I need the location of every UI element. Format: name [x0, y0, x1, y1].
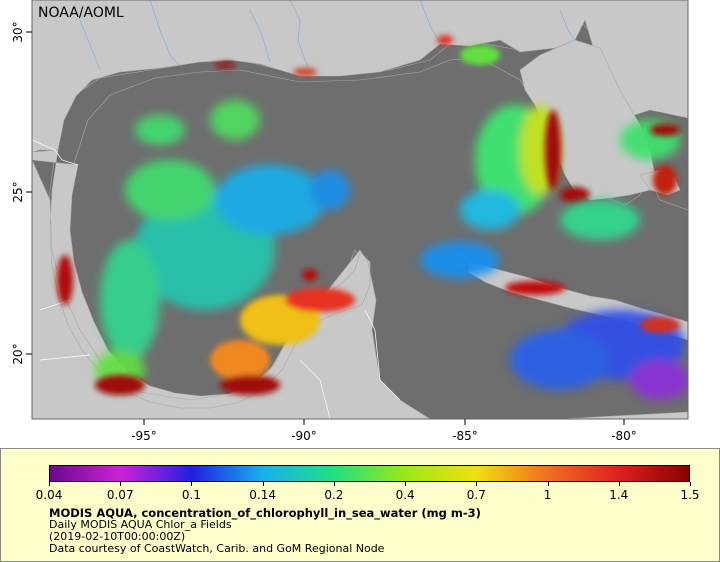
colorbar-tick-mark: [405, 482, 407, 486]
legend-panel: MODIS AQUA, concentration_of_chlorophyll…: [0, 448, 720, 562]
colorbar-tick-mark: [690, 482, 691, 486]
colorbar-tick-label: 1: [543, 488, 552, 502]
dataset-time: (2019-02-10T00:00:00Z): [49, 530, 186, 543]
colorbar-tick-mark: [120, 482, 122, 486]
mexico-land: [32, 149, 688, 419]
colorbar-tick-label: 0.14: [249, 488, 277, 502]
lat-tick-label: 25°: [11, 181, 25, 202]
plot-frame: [31, 0, 689, 420]
colorbar-tick-label: 0.7: [466, 488, 486, 502]
lon-tick-label: -95°: [131, 429, 157, 443]
colorbar-tick-label: 1.5: [680, 488, 700, 502]
colorbar-tick-mark: [618, 482, 620, 486]
colorbar-tick-label: 0.2: [324, 488, 344, 502]
chlorophyll-data-layer: [57, 35, 688, 400]
data-credit: Data courtesy of CoastWatch, Carib. and …: [49, 542, 385, 555]
colorbar-tick-label: 0.04: [35, 488, 63, 502]
lon-tick-label: -85°: [452, 429, 478, 443]
colorbar-tick-mark: [476, 482, 478, 486]
dataset-name: Daily MODIS AQUA Chlor_a Fields: [49, 518, 232, 531]
legend-title: MODIS AQUA, concentration_of_chlorophyll…: [49, 506, 481, 520]
colorbar-tick-mark: [191, 482, 193, 486]
river-layer: [79, 0, 576, 73]
lon-tick-label: -90°: [291, 429, 317, 443]
colorbar-tick-mark: [49, 482, 50, 486]
credit-label: NOAA/AOML: [38, 5, 124, 21]
map-figure: NOAA/AOML -95° -90° -85° -80° 30° 25° 20…: [11, 0, 689, 443]
map-plot-area: [32, 0, 688, 419]
colorbar-tick-label: 0.1: [181, 488, 201, 502]
colorbar-tick-mark: [262, 482, 264, 486]
colorbar-tick-label: 1.4: [609, 488, 629, 502]
colorbar-tick-label: 0.07: [106, 488, 134, 502]
colorbar-tick-label: 0.4: [395, 488, 415, 502]
colorbar-tick-mark: [547, 482, 549, 486]
lon-tick-label: -80°: [611, 429, 637, 443]
lat-tick-label: 30°: [11, 21, 25, 42]
colorbar: [49, 465, 690, 482]
axis-ticks: [26, 31, 625, 425]
colorbar-tick-mark: [333, 482, 335, 486]
lat-tick-label: 20°: [11, 343, 25, 364]
